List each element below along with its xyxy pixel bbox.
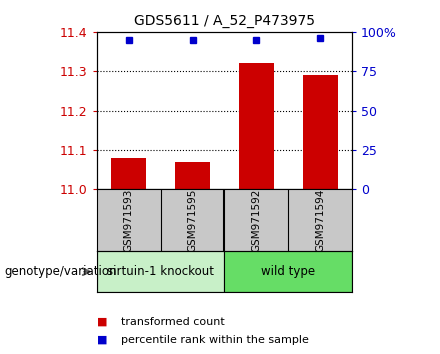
Text: ■: ■ (97, 317, 107, 327)
Text: GSM971595: GSM971595 (187, 189, 198, 252)
Text: wild type: wild type (261, 265, 315, 278)
Text: percentile rank within the sample: percentile rank within the sample (121, 335, 309, 345)
Bar (97, 251, 224, 292)
Text: transformed count: transformed count (121, 317, 225, 327)
Text: GSM971594: GSM971594 (315, 189, 325, 252)
Bar (111, 158, 146, 189)
Text: sirtuin-1 knockout: sirtuin-1 knockout (107, 265, 214, 278)
Bar (239, 63, 274, 189)
Bar (224, 251, 352, 292)
Title: GDS5611 / A_52_P473975: GDS5611 / A_52_P473975 (134, 14, 315, 28)
Text: genotype/variation: genotype/variation (4, 265, 117, 278)
Bar (175, 162, 210, 189)
Text: GSM971593: GSM971593 (124, 189, 134, 252)
Text: GSM971592: GSM971592 (251, 189, 261, 252)
Text: ■: ■ (97, 335, 107, 345)
Bar (303, 75, 337, 189)
